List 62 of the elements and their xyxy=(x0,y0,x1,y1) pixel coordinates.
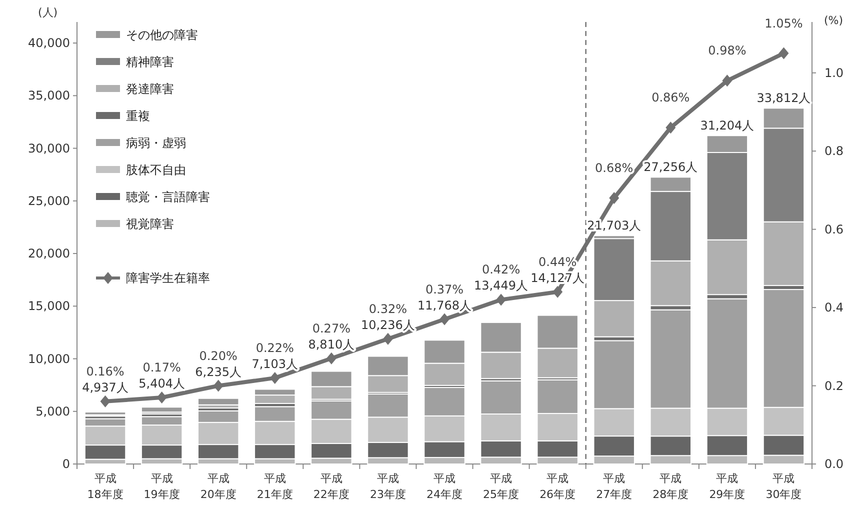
x-tick-label: 平成 22年度 xyxy=(313,472,350,501)
y-tick-label: 5,000 xyxy=(36,404,70,418)
data-label: 0.98% xyxy=(708,44,746,58)
legend-label: 聴覚・言語障害 xyxy=(126,190,210,204)
total-label: 10,236人 xyxy=(360,318,415,332)
x-tick-label: 平成 18年度 xyxy=(87,472,124,501)
y-tick-label: 0 xyxy=(62,457,70,471)
data-label: 0.32% xyxy=(368,302,408,316)
data-label: 0.68% xyxy=(595,161,634,176)
y2-tick-label: 1.0 xyxy=(824,66,844,80)
y2-tick-label: 0.0 xyxy=(824,457,844,471)
legend-label: 病弱・虚弱 xyxy=(126,136,186,150)
x-tick-label: 平成 23年度 xyxy=(370,472,406,501)
total-label: 4,937人 xyxy=(82,380,128,394)
x-tick-label: 平成 28年度 xyxy=(652,472,689,501)
x-tick-label: 平成 27年度 xyxy=(596,472,632,501)
legend-label: 障害学生在籍率 xyxy=(126,271,210,285)
y-tick-label: 35,000 xyxy=(28,88,70,103)
total-label: 31,204人 xyxy=(700,118,754,133)
legend-label: 発達障害 xyxy=(126,82,174,96)
y-tick-label: 10,000 xyxy=(28,352,70,366)
x-tick-label: 平成 26年度 xyxy=(540,472,576,501)
legend-label: 肢体不自由 xyxy=(126,163,186,177)
y-tick-label: 20,000 xyxy=(28,246,70,261)
total-label: 27,256人 xyxy=(644,160,698,174)
y-axis-title: (人) xyxy=(38,6,58,19)
y-tick-label: 30,000 xyxy=(28,141,70,156)
data-label: 0.17% xyxy=(142,360,181,375)
data-label: 0.37% xyxy=(425,282,464,296)
y-tick-label: 40,000 xyxy=(28,36,70,50)
y2-tick-label: 0.8 xyxy=(824,144,844,158)
x-tick-label: 平成 24年度 xyxy=(426,472,462,501)
data-label: 0.86% xyxy=(652,90,690,105)
total-label: 13,449人 xyxy=(474,278,528,293)
data-label: 0.16% xyxy=(86,364,124,378)
y2-axis-title: (%) xyxy=(824,14,844,27)
data-label: 0.42% xyxy=(482,262,520,277)
y2-tick-label: 0.6 xyxy=(824,222,844,236)
total-label: 6,235人 xyxy=(195,364,242,379)
total-label: 7,103人 xyxy=(252,356,298,371)
data-label: 0.22% xyxy=(256,340,294,355)
legend-label: 精神障害 xyxy=(126,55,174,69)
y-tick-label: 25,000 xyxy=(28,194,70,208)
x-tick-label: 平成 30年度 xyxy=(766,472,802,501)
data-label: 1.05% xyxy=(764,16,803,30)
legend-label: その他の障害 xyxy=(126,28,198,42)
y-tick-label: 15,000 xyxy=(28,299,70,314)
x-tick-label: 平成 25年度 xyxy=(483,472,520,501)
total-label: 33,812人 xyxy=(756,91,811,106)
data-label: 0.20% xyxy=(199,348,238,363)
y2-tick-label: 0.2 xyxy=(824,378,844,393)
x-tick-label: 平成 29年度 xyxy=(709,472,746,501)
legend-label: 視覚障害 xyxy=(126,217,174,231)
x-tick-label: 平成 19年度 xyxy=(144,472,180,501)
total-label: 5,404人 xyxy=(138,376,185,391)
x-tick-label: 平成 21年度 xyxy=(256,472,293,501)
x-tick-label: 平成 20年度 xyxy=(200,472,236,501)
total-label: 11,768人 xyxy=(418,298,472,312)
legend-label: 重複 xyxy=(126,109,150,123)
y2-tick-label: 0.4 xyxy=(824,300,844,315)
data-label: 0.27% xyxy=(312,321,350,336)
total-label: 8,810人 xyxy=(308,337,355,352)
